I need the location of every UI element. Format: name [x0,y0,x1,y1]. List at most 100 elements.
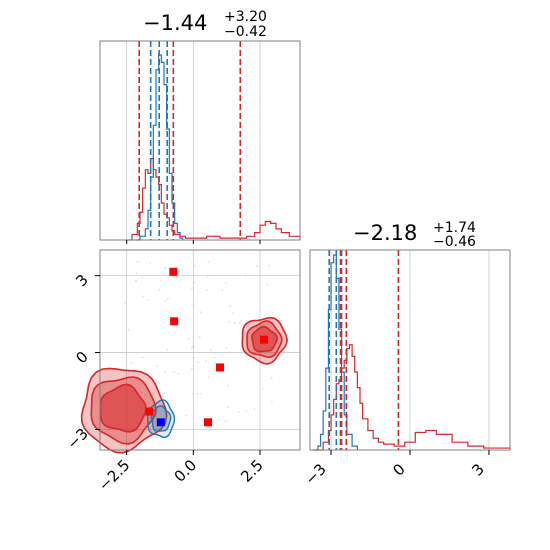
joint-scatter-dot [192,357,195,359]
marginal-1-quantiles [138,41,242,240]
joint-scatter-dot [229,305,231,307]
marginal-2-hist-1 [315,344,511,451]
joint-scatter-dot [214,362,216,364]
joint-scatter-dot [234,322,236,324]
joint-scatter-dot [165,300,167,302]
joint-scatter-dot [196,392,198,395]
marginal-2-hist-0 [312,254,358,451]
marginal-2-ticks: −3 0 3 [302,450,490,488]
joint-ytick-label: 3 [72,271,91,290]
joint-scatter-dot [261,387,264,390]
joint-scatter-dot [156,365,159,367]
marginal-1-ticks [126,240,261,244]
joint-red-marker [216,363,224,372]
joint-scatter-dot [164,371,167,373]
marginal-1-frame [99,40,301,241]
joint-scatter-dot [268,264,271,267]
joint-scatter-dot [135,430,138,432]
marginal-1-title-median: −1.44 [143,11,207,35]
joint-scatter-dot [228,321,231,323]
joint-scatter-dot [135,280,137,282]
marginal-panel-2: −3 0 3 −2.18 +1.74 −0.46 [302,220,511,488]
marginal-1-title-plus: +3.20 [224,9,267,25]
joint-scatter-dot [199,424,202,427]
joint-scatter-dot [144,394,146,397]
joint-contours [80,316,288,454]
marginal-1-title-minus: −0.42 [224,24,267,40]
joint-scatter-dot [240,319,243,322]
joint-scatter-dot [185,414,188,417]
joint-panel: −2.5 0.0 2.5−303 [63,249,301,495]
joint-truth-points [145,267,268,427]
marginal-1-hist-1 [126,158,301,241]
marginal-2-title-minus: −0.46 [433,234,476,250]
joint-scatter-dot [173,371,175,374]
joint-scatter-dot [192,418,195,420]
joint-scatter-dot [224,420,227,423]
joint-frame [99,249,301,451]
joint-scatter-dot [200,392,202,395]
marginal-2-title-plus: +1.74 [433,220,476,236]
joint-scatter-dot [133,371,135,374]
marginal-panel-1: −1.44 +3.20 −0.42 [99,9,301,244]
joint-scatter-dot [263,315,265,318]
joint-scatter-dot [164,267,167,269]
joint-scatter-dot [207,261,210,263]
joint-scatter-dot [253,408,256,411]
joint-scatter-dot [213,356,216,359]
joint-scatter-dot [141,391,143,393]
joint-red-marker [260,335,268,344]
joint-scatter-dot [146,299,149,301]
joint-red-marker [145,407,154,416]
joint-scatter-dot [158,382,161,384]
joint-xtick-label: 2.5 [237,456,267,486]
joint-scatter-dot [149,427,151,429]
joint-red-contour [99,383,147,433]
joint-scatter-dot [245,409,248,412]
joint-scatter-dot [194,265,196,267]
marginal-1-hist-0 [134,54,184,241]
joint-scatter-dot [271,400,273,403]
marginal-2-xtick-label: −3 [302,460,330,488]
joint-xtick-label: 0.0 [171,456,201,486]
joint-scatter-dot [192,393,194,395]
marginal-1-grid [126,41,261,240]
joint-scatter-dot [142,295,145,298]
joint-scatter-dot [244,274,247,276]
joint-scatter-dot [238,410,240,413]
joint-scatter-dot [232,312,235,314]
joint-scatter-dot [141,277,144,279]
joint-scatter-dot [227,406,229,408]
joint-scatter-dot [164,392,166,395]
joint-scatter-dot [225,282,227,284]
joint-scatter-dot [190,347,193,349]
marginal-1-hists [126,54,301,241]
joint-scatter-dot [124,301,127,304]
joint-scatter-dot [191,368,193,370]
marginal-2-xtick-label: 3 [468,460,487,479]
joint-scatter-dot [227,384,229,387]
joint-scatter-dot [219,418,222,421]
joint-scatter-dot [166,348,169,351]
joint-scatter-dot [204,360,207,362]
joint-scatter-dot [135,272,138,274]
joint-scatter-dot [141,356,144,358]
joint-scatter-dot [214,352,216,354]
joint-scatter-dot [149,261,152,264]
joint-scatter-dot [209,348,212,351]
joint-scatter-dot [191,287,193,290]
marginal-2-quantiles [328,250,400,450]
joint-scatter-dot [238,322,241,324]
joint-scatter-dot [266,283,269,286]
joint-scatter-dot [199,336,201,338]
joint-scatter-dot [206,275,209,278]
joint-scatter-dot [221,289,224,291]
joint-scatter-dot [255,264,258,267]
joint-scatter-dot [167,297,169,300]
joint-scatter-dot [270,377,273,379]
joint-scatter-dot [206,288,208,291]
joint-scatter-dot [193,304,195,307]
joint-scatter-dot [177,372,180,375]
joint-scatter-dot [208,429,211,432]
